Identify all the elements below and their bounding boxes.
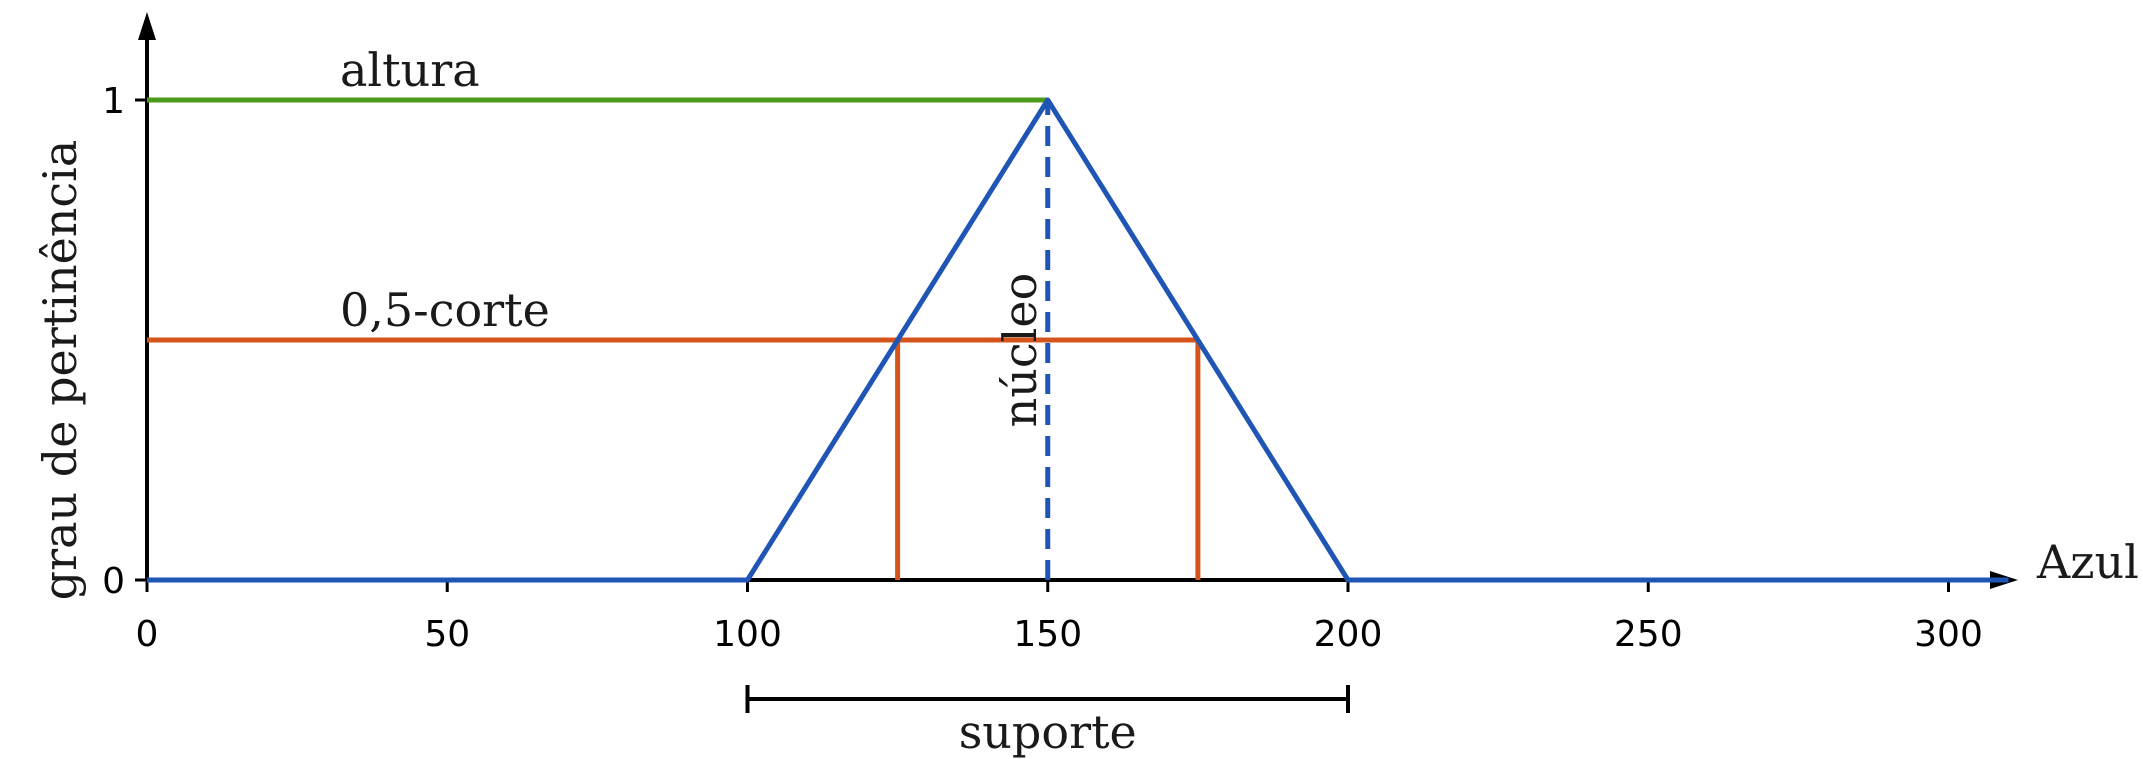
- y-axis-label: grau de pertinência: [33, 140, 87, 601]
- support-label: suporte: [959, 705, 1137, 759]
- y-axis-arrow: [138, 12, 156, 40]
- height-label: altura: [340, 43, 480, 97]
- x-tick-label: 200: [1314, 614, 1383, 655]
- x-tick-label: 150: [1013, 614, 1082, 655]
- chart-labels: Azul grau de pertinência altura 0,5-cort…: [33, 43, 2139, 759]
- y-tick-label: 1: [102, 81, 125, 122]
- x-tick-label: 0: [136, 614, 159, 655]
- x-tick-label: 300: [1914, 614, 1983, 655]
- x-tick-label: 100: [713, 614, 782, 655]
- membership-function-line: [147, 97, 2009, 583]
- y-tick-label: 0: [102, 561, 125, 602]
- y-ticks: 01: [102, 81, 147, 602]
- chart-marks: [147, 97, 2009, 713]
- x-ticks: 0 50 100 150 200 250 300: [136, 580, 1983, 655]
- core-label: núcleo: [993, 273, 1047, 428]
- x-axis-label: Azul: [2036, 535, 2139, 589]
- alpha-cut-label: 0,5-corte: [340, 283, 550, 337]
- x-tick-label: 250: [1614, 614, 1683, 655]
- x-tick-label: 50: [424, 614, 470, 655]
